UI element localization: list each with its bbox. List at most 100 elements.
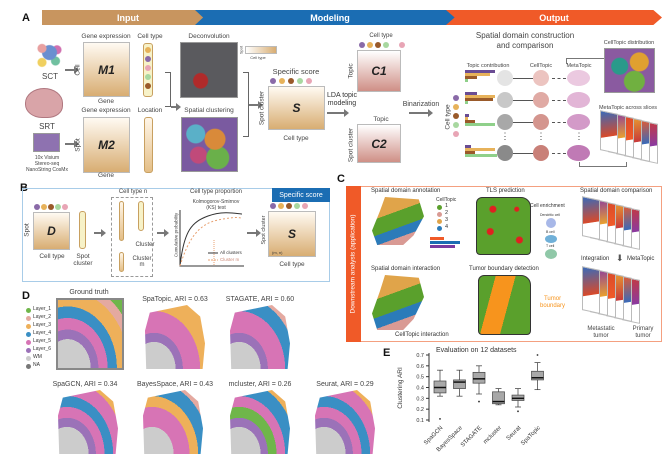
matrix-m1-label: M1: [98, 62, 115, 77]
result-title: SpaGCN, ARI = 0.34: [52, 381, 118, 388]
m2-row-label: Spot: [74, 138, 82, 152]
spatial-clustering-title: Spatial clustering: [184, 107, 234, 114]
matrix-s-b-label: S: [287, 227, 296, 241]
legend-title: CellTopic: [436, 197, 457, 203]
dot: [453, 131, 459, 137]
connector: [579, 162, 627, 167]
dot: [48, 204, 54, 210]
tumor-boundary-line2: boundary: [540, 303, 566, 309]
panel-b-frame: [22, 188, 330, 282]
m2-col-label: Gene: [98, 172, 114, 179]
panel-label-c: C: [337, 173, 345, 185]
m1-row-label: Cell: [74, 64, 82, 76]
ellipsis: ⋮: [500, 131, 510, 141]
connector: [552, 78, 566, 79]
output-title-line1: Spatial domain construction: [475, 31, 575, 40]
arrow-icon: [327, 109, 349, 117]
boxplot-chart: 0.1 0.2 0.3 0.4 0.5 0.6 0.7 Clustering ARI Evalu…: [397, 347, 544, 453]
d-col-label: Cell type: [39, 253, 65, 260]
topic-circle: [497, 70, 513, 86]
dot: [279, 78, 285, 84]
legend-dot-1: [437, 205, 442, 210]
legend-label-layer_6: Layer_6: [33, 346, 52, 352]
dot: [453, 122, 459, 128]
matrix-s: S: [268, 86, 325, 130]
dot: [302, 203, 308, 209]
celltype-n-box: [111, 197, 153, 277]
topic-bar: [465, 73, 490, 76]
chart-title: Evaluation on 12 datasets: [436, 347, 517, 354]
inset-col-label: Cell type: [250, 55, 266, 60]
connector: [513, 100, 533, 101]
proportion-title: Cell type proportion: [189, 189, 243, 195]
y-tick-label: 0.4: [416, 386, 424, 392]
ks-line2: (KS) test: [206, 205, 226, 211]
legend-label-2: 2: [445, 210, 449, 216]
legend-label-wm: WM: [33, 354, 42, 360]
arrow-icon: [65, 66, 79, 74]
topic-bar: [465, 70, 495, 73]
b-cell-label: B cell: [546, 230, 555, 234]
location-column: [144, 117, 153, 173]
header-modeling: Modeling: [195, 10, 465, 25]
downstream-band: [346, 186, 361, 342]
arrow-icon: [409, 109, 433, 117]
celltopic-circle: [533, 70, 549, 86]
matrix-m1: M1: [83, 42, 130, 97]
dot: [62, 204, 68, 210]
metastatic-line1: Metastatic: [587, 326, 615, 332]
header-input: Input: [42, 10, 214, 25]
s-row-label: Spot cluster: [258, 90, 266, 126]
connector: [552, 153, 566, 154]
cluster-label: Cluster: [135, 242, 155, 248]
matrix-d-label: D: [47, 224, 56, 238]
spatial-clustering-image: [181, 117, 238, 172]
bar: [430, 245, 455, 248]
matrix-d: D: [33, 212, 70, 250]
ks-curve-all: [179, 212, 243, 267]
spot-cluster-label: Spot cluster: [73, 253, 93, 267]
matrix-s-b: S: [268, 211, 316, 257]
legend-dot-3: [437, 219, 442, 224]
header-output: Output: [446, 10, 662, 25]
y-tick-label: 0.6: [416, 364, 424, 370]
m1-title: Gene expression: [81, 33, 131, 40]
ks-legend-cluster: Cluster m: [220, 257, 240, 262]
panel-label-a: A: [22, 12, 30, 24]
header-modeling-label: Modeling: [310, 12, 350, 23]
metatopic-label: MetaTopic: [566, 63, 592, 69]
result-title: STAGATE, ARI = 0.60: [225, 296, 295, 303]
y-axis-label: Clustering ARI: [397, 367, 404, 409]
c2-top-label: Topic: [373, 116, 389, 123]
lda-label: LDA topic modeling: [327, 92, 357, 107]
topic-bar: [465, 101, 468, 104]
connector: [552, 122, 566, 123]
result-title: mcluster, ARI = 0.26: [228, 381, 292, 388]
metatopic-oval: [567, 92, 590, 108]
spot-cluster-column: [79, 211, 86, 249]
dot: [453, 95, 459, 101]
arrow-icon: [247, 229, 261, 237]
comparison-title: Spatial domain comparison: [580, 188, 653, 194]
c2-row-label: Spot cluster: [347, 127, 355, 163]
deconvolution-title: Deconvolution: [188, 33, 230, 40]
down-arrow-icon: ⬇: [616, 253, 624, 263]
output-title-line2: and comparison: [496, 41, 554, 50]
cluster-m-bar: [119, 252, 124, 272]
celltype-dot: [145, 56, 151, 62]
ks-test-label: Kolmogorov-Smirnov (KS) test: [193, 199, 240, 211]
result-slice: [230, 390, 290, 454]
matrix-c1: C1: [357, 50, 401, 92]
location-title: Location: [137, 107, 163, 114]
bar: [430, 241, 460, 244]
legend-dot-2: [437, 212, 442, 217]
bar: [430, 237, 444, 240]
topic-bar: [465, 148, 495, 151]
y-tick-label: 0.1: [416, 418, 424, 424]
y-tick-label: 0.3: [416, 396, 424, 402]
topic-bar: [465, 117, 468, 120]
metatopic-oval: [567, 70, 590, 86]
legend-dot-na: [26, 364, 31, 369]
celltopic-circle: [533, 145, 549, 161]
metatopic-oval: [567, 145, 590, 161]
